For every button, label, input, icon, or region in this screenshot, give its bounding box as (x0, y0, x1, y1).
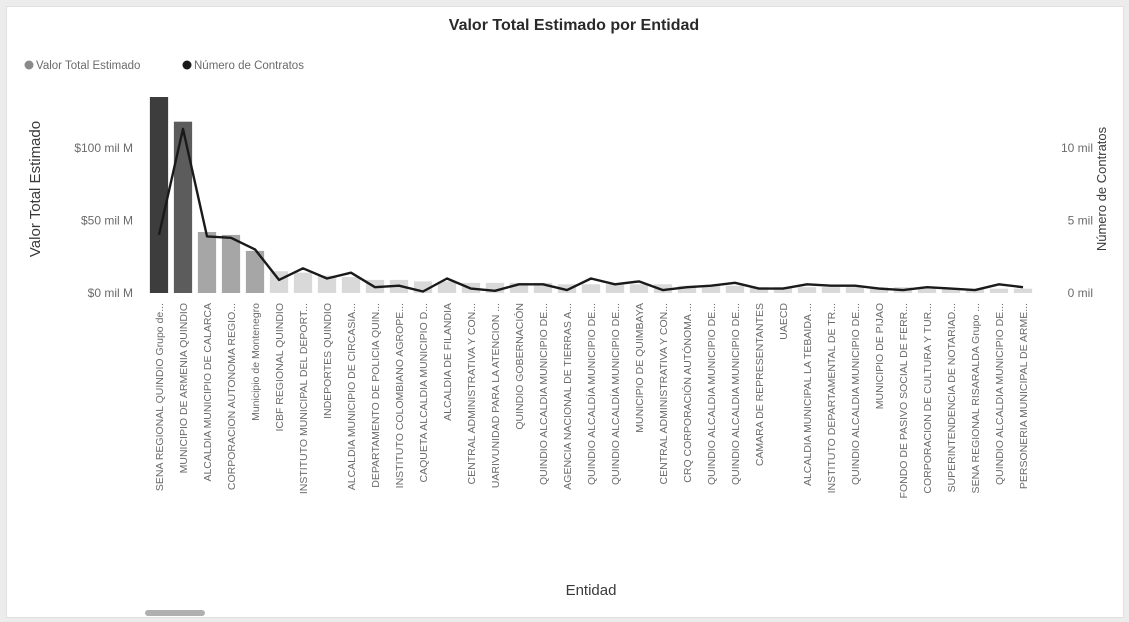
y-axis-ticks: $0 mil M $50 mil M $100 mil M (74, 141, 133, 300)
y-tick-label: $0 mil M (88, 286, 133, 300)
bar (989, 288, 1009, 293)
x-tick-label: CORPORACION AUTONOMA REGIO... (226, 303, 238, 490)
bar (749, 287, 769, 293)
y-axis-title: Valor Total Estimado (27, 121, 44, 257)
x-tick-label: CENTRAL ADMINISTRATIVA Y CON... (466, 303, 478, 484)
bar (677, 285, 697, 293)
bar (653, 284, 673, 293)
x-axis-tick-labels: SENA REGIONAL QUINDIO Grupo de... MUNICIP… (154, 303, 1030, 499)
x-tick-label: INSTITUTO MUNICIPAL DEL DEPORT... (298, 303, 310, 494)
bar (485, 282, 505, 293)
x-tick-label: CAMARA DE REPRESENTANTES (754, 303, 766, 466)
x-tick-label: MUNICIPIO DE ARMENIA QUINDIO (178, 303, 190, 473)
x-tick-label: QUINDIO ALCALDIA MUNICIPIO DE... (538, 303, 550, 485)
bar (173, 121, 193, 293)
x-tick-label: PERSONERIA MUNICIPAL DE ARME... (1018, 303, 1030, 489)
x-tick-label: MUNICIPIO DE QUIMBAYA (634, 303, 646, 433)
x-tick-label: QUINDIO ALCALDIA MUNICIPIO DE... (994, 303, 1006, 485)
x-tick-label: ALCALDIA MUNICIPIO DE CIRCASIA... (346, 303, 358, 490)
x-tick-label: FONDO DE PASIVO SOCIAL DE FERR... (898, 303, 910, 498)
x-tick-label: INDEPORTES QUINDIO (322, 303, 334, 419)
bar (821, 287, 841, 293)
bar (629, 284, 649, 293)
x-tick-label: DEPARTAMENTO DE POLICIA QUIN... (370, 303, 382, 488)
y2-axis-ticks: 0 mil 5 mil 10 mil (1061, 141, 1093, 300)
y-tick-label: $100 mil M (74, 141, 133, 155)
bar (509, 282, 529, 293)
y2-tick-label: 10 mil (1061, 141, 1093, 155)
bar (197, 232, 217, 293)
chart-title: Valor Total Estimado por Entidad (449, 17, 699, 34)
x-tick-label: QUINDIO ALCALDIA MUNICIPIO DE... (706, 303, 718, 485)
x-tick-label: SENA REGIONAL QUINDIO Grupo de... (154, 303, 166, 491)
bar (581, 284, 601, 293)
legend-label-contratos: Número de Contratos (194, 60, 304, 72)
bar (317, 275, 337, 293)
bar (917, 288, 937, 293)
x-tick-label: SENA REGIONAL RISARALDA Grupo ... (970, 303, 982, 493)
bar (221, 234, 241, 293)
bar (245, 250, 265, 293)
bar (149, 97, 169, 293)
x-tick-label: Municipio de Montenegro (250, 303, 262, 421)
x-tick-label: QUINDIO ALCALDIA MUNICIPIO DE... (730, 303, 742, 485)
x-tick-label: ALCALDIA MUNICIPIO DE CALARCA (202, 303, 214, 482)
y2-axis-title: Número de Contratos (1094, 126, 1109, 251)
bar (437, 281, 457, 293)
y2-tick-label: 5 mil (1068, 213, 1093, 227)
x-tick-label: ALCALDIA DE FILANDIA (442, 303, 454, 421)
x-tick-label: AGENCIA NACIONAL DE TIERRAS A... (562, 303, 574, 490)
x-tick-label: CRQ CORPORACIÓN AUTÓNOMA ... (681, 303, 694, 483)
chart-svg: Valor Total Estimado por Entidad Valor T… (24, 17, 1109, 599)
legend-marker-contratos (182, 60, 192, 70)
x-tick-label: INSTITUTO DEPARTAMENTAL DE TR... (826, 303, 838, 493)
chart-panel: Valor Total Estimado por Entidad Valor T… (6, 6, 1124, 618)
bars-group (149, 97, 1033, 293)
bar (605, 284, 625, 293)
x-tick-label: ICBF REGIONAL QUINDIO (274, 303, 286, 432)
x-tick-label: INSTITUTO COLOMBIANO AGROPE... (394, 303, 406, 488)
x-tick-label: UARIVUNIDAD PARA LA ATENCION ... (490, 303, 502, 488)
y2-tick-label: 0 mil (1068, 286, 1093, 300)
bar (941, 288, 961, 293)
x-tick-label: CORPORACION DE CULTURA Y TUR... (922, 303, 934, 494)
bar (293, 272, 313, 293)
x-tick-label: QUINDIO GOBERNACIÓN (513, 303, 526, 430)
x-tick-label: ALCALDIA MUNICIPAL LA TEBAIDA ... (802, 303, 814, 486)
x-tick-label: CENTRAL ADMINISTRATIVA Y CON... (658, 303, 670, 484)
bar (341, 277, 361, 293)
series-line-numero-de-contratos (157, 127, 1024, 293)
legend-marker-valor (24, 60, 34, 70)
bar (1013, 288, 1033, 293)
bar (413, 281, 433, 293)
bar (533, 282, 553, 293)
x-tick-label: QUINDIO ALCALDIA MUNICIPIO DE... (850, 303, 862, 485)
legend-label-valor: Valor Total Estimado (36, 60, 140, 72)
bar (557, 284, 577, 293)
x-tick-label: CAQUETA ALCALDIA MUNICIPIO D... (418, 303, 430, 483)
bar (869, 287, 889, 293)
y-tick-label: $50 mil M (81, 213, 133, 227)
x-tick-label: MUNICIPIO DE PIJAO (874, 303, 886, 409)
x-tick-label: QUINDIO ALCALDÍA MUNICIPIO DE... (609, 303, 622, 485)
x-tick-label: SUPERINTENDENCIA DE NOTARIAD... (946, 303, 958, 492)
bar (845, 287, 865, 293)
bar (773, 287, 793, 293)
bar (725, 285, 745, 293)
bar (269, 271, 289, 293)
bar (797, 287, 817, 293)
horizontal-scrollbar-thumb[interactable] (145, 610, 205, 616)
legend[interactable]: Valor Total Estimado Número de Contratos (24, 60, 305, 72)
bar (701, 285, 721, 293)
x-axis-title: Entidad (566, 582, 617, 599)
x-tick-label: QUINDIO ALCALDÍA MUNICIPIO DE... (585, 303, 598, 485)
line-group (157, 127, 1024, 293)
x-tick-label: UAECD (778, 303, 790, 340)
